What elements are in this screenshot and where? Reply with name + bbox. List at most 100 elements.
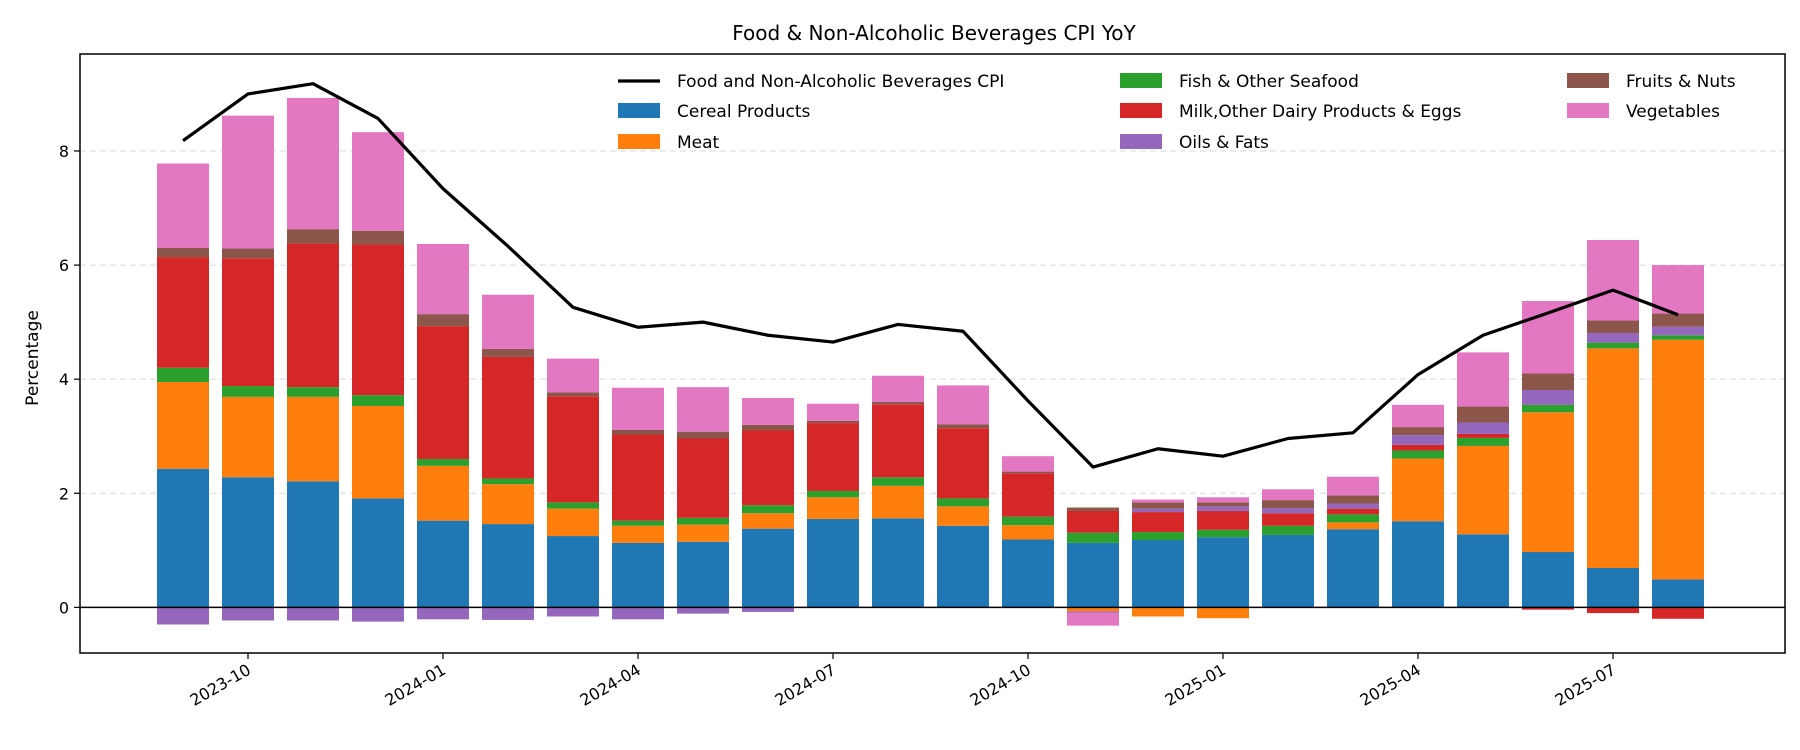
legend-label-fish-other-seafood: Fish & Other Seafood: [1179, 72, 1359, 92]
legend-swatch-fruits-nuts: [1567, 73, 1609, 88]
bar-oils-fats-2024-02: [482, 607, 534, 620]
legend: Food and Non-Alcoholic Beverages CPI Cere…: [618, 72, 1736, 153]
bar-fish-other-seafood-2024-07: [807, 490, 859, 498]
bar-meat-2024-04: [612, 525, 664, 543]
bar-fish-other-seafood-2024-06: [742, 505, 794, 514]
bar-meat-2023-12: [352, 405, 404, 499]
bar-fruits-nuts-2023-10: [222, 248, 274, 259]
bar-fish-other-seafood-2024-01: [417, 459, 469, 466]
bar-oils-fats-2025-05: [1457, 422, 1509, 434]
bar-vegetables-2025-05: [1457, 352, 1509, 407]
bar-oils-fats-2023-10: [222, 607, 274, 621]
bar-vegetables-2025-03: [1327, 476, 1379, 496]
bar-cereal-products-2023-12: [352, 498, 404, 608]
y-tick-label-0: 0: [59, 598, 69, 617]
bar-fruits-nuts-2025-05: [1457, 406, 1509, 423]
bar-cereal-products-2023-09: [157, 468, 209, 608]
bar-milk-other-dairy-products-eggs-2023-12: [352, 244, 404, 396]
bar-vegetables-2025-07: [1587, 239, 1639, 321]
bar-cereal-products-2024-07: [807, 518, 859, 608]
bar-cereal-products-2024-06: [742, 528, 794, 608]
bar-oils-fats-2023-12: [352, 607, 404, 622]
bar-fruits-nuts-2025-04: [1392, 427, 1444, 436]
plot-frame: [79, 53, 1786, 654]
bar-fish-other-seafood-2024-12: [1132, 532, 1184, 541]
bar-fruits-nuts-2024-06: [742, 424, 794, 431]
legend-swatch-meat: [618, 134, 660, 149]
bar-meat-2025-06: [1522, 412, 1574, 553]
bar-milk-other-dairy-products-eggs-2023-09: [157, 257, 209, 368]
y-tick-label-4: 4: [59, 370, 69, 389]
bars-layer: [157, 97, 1704, 626]
bar-fish-other-seafood-2025-04: [1392, 450, 1444, 459]
legend-label-oils-fats: Oils & Fats: [1179, 133, 1269, 153]
bar-fruits-nuts-2024-03: [547, 392, 599, 397]
bar-fruits-nuts-2024-08: [872, 401, 924, 405]
bar-milk-other-dairy-products-eggs-2024-05: [677, 438, 729, 518]
bar-fish-other-seafood-2024-08: [872, 477, 924, 486]
bar-fruits-nuts-2024-11: [1067, 507, 1119, 511]
bar-meat-2024-09: [937, 506, 989, 526]
bar-oils-fats-2025-02: [1262, 508, 1314, 514]
bar-milk-other-dairy-products-eggs-2024-07: [807, 423, 859, 491]
bar-meat-2024-01: [417, 465, 469, 521]
bar-vegetables-2024-05: [677, 387, 729, 432]
bar-fish-other-seafood-2023-12: [352, 395, 404, 406]
bar-milk-other-dairy-products-eggs-2023-10: [222, 258, 274, 387]
bar-fruits-nuts-2025-07: [1587, 320, 1639, 333]
bar-oils-fats-2025-03: [1327, 503, 1379, 509]
bar-fish-other-seafood-2023-09: [157, 367, 209, 383]
bar-cereal-products-2024-04: [612, 542, 664, 608]
bar-fruits-nuts-2024-12: [1132, 502, 1184, 509]
bar-milk-other-dairy-products-eggs-2024-10: [1002, 473, 1054, 517]
legend-label-fruits-nuts: Fruits & Nuts: [1626, 72, 1736, 92]
bar-fruits-nuts-2024-07: [807, 420, 859, 424]
bar-fruits-nuts-2025-01: [1197, 502, 1249, 507]
bar-milk-other-dairy-products-eggs-2025-04: [1392, 444, 1444, 451]
bar-fish-other-seafood-2025-08: [1652, 335, 1704, 340]
bar-vegetables-2025-08: [1652, 265, 1704, 314]
bar-milk-other-dairy-products-eggs-2024-12: [1132, 512, 1184, 533]
bar-milk-other-dairy-products-eggs-2023-11: [287, 243, 339, 388]
bar-oils-fats-2024-04: [612, 607, 664, 620]
bar-oils-fats-2024-01: [417, 607, 469, 620]
bar-oils-fats-2025-04: [1392, 435, 1444, 445]
bar-cereal-products-2023-11: [287, 481, 339, 608]
bar-cereal-products-2024-03: [547, 536, 599, 608]
bar-meat-2024-11: [1067, 607, 1119, 612]
legend-swatch-milk-other-dairy-products-eggs: [1120, 103, 1162, 118]
bar-fruits-nuts-2024-02: [482, 348, 534, 357]
bar-fruits-nuts-2025-02: [1262, 500, 1314, 509]
legend-label-vegetables: Vegetables: [1626, 102, 1720, 122]
bar-vegetables-2023-10: [222, 115, 274, 249]
bar-cereal-products-2025-03: [1327, 529, 1379, 608]
bar-milk-other-dairy-products-eggs-2024-01: [417, 326, 469, 460]
bar-cereal-products-2025-05: [1457, 534, 1509, 608]
y-tick-label-6: 6: [59, 256, 69, 275]
bar-vegetables-2024-08: [872, 375, 924, 402]
bar-meat-2024-08: [872, 485, 924, 519]
bar-milk-other-dairy-products-eggs-2024-02: [482, 356, 534, 479]
bar-cereal-products-2024-02: [482, 524, 534, 608]
bar-milk-other-dairy-products-eggs-2025-03: [1327, 508, 1379, 515]
bar-oils-fats-2024-11: [1067, 611, 1119, 613]
y-axis-label: Percentage: [23, 310, 43, 406]
bar-fruits-nuts-2024-10: [1002, 471, 1054, 474]
bar-cereal-products-2024-05: [677, 541, 729, 608]
bar-cereal-products-2024-09: [937, 525, 989, 608]
bar-vegetables-2025-04: [1392, 404, 1444, 428]
bar-fruits-nuts-2025-06: [1522, 373, 1574, 391]
bar-meat-2025-04: [1392, 458, 1444, 522]
legend-swatch-fish-other-seafood: [1120, 73, 1162, 88]
bar-vegetables-2024-06: [742, 397, 794, 425]
bar-vegetables-2024-03: [547, 358, 599, 393]
bar-vegetables-2025-02: [1262, 489, 1314, 501]
bar-fruits-nuts-2025-03: [1327, 495, 1379, 504]
bar-oils-fats-2024-06: [742, 607, 794, 612]
bar-milk-other-dairy-products-eggs-2024-08: [872, 404, 924, 478]
bar-oils-fats-2023-11: [287, 607, 339, 621]
bar-meat-2024-07: [807, 497, 859, 519]
bar-cereal-products-2025-02: [1262, 534, 1314, 608]
y-tick-label-8: 8: [59, 142, 69, 161]
